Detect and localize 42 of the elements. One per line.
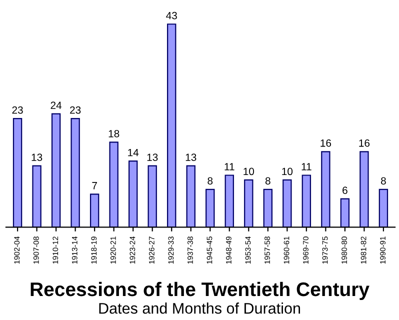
data-label: 18 (108, 130, 120, 138)
bar (186, 165, 196, 228)
data-label: 11 (302, 163, 312, 170)
data-label: 14 (128, 148, 139, 156)
bar (128, 160, 138, 228)
data-label: 8 (381, 177, 386, 185)
bar (12, 118, 22, 228)
bar (90, 194, 100, 228)
bar (378, 188, 388, 228)
bar (282, 179, 292, 228)
bar (167, 24, 176, 228)
data-label: 24 (50, 102, 62, 109)
bar (263, 188, 272, 228)
bar (32, 165, 42, 228)
data-label: 13 (32, 154, 42, 161)
data-label: 8 (265, 177, 270, 185)
bar (51, 113, 61, 228)
data-label: 16 (320, 139, 332, 147)
bar (321, 151, 330, 228)
bar (109, 142, 118, 228)
data-label: 23 (12, 106, 23, 114)
bar (360, 151, 369, 228)
bar (302, 174, 312, 228)
data-label: 13 (186, 154, 196, 161)
data-label: 13 (147, 154, 158, 161)
text: Dates and Months of Duration (99, 302, 300, 314)
data-label: 23 (70, 106, 81, 114)
data-label: 11 (224, 163, 234, 170)
data-label: 43 (166, 12, 177, 20)
bar (70, 118, 80, 228)
bar (244, 179, 254, 228)
bar (206, 188, 215, 228)
data-label: 8 (208, 177, 213, 185)
bar (224, 174, 234, 228)
bar (148, 165, 157, 228)
data-label: 16 (359, 139, 370, 147)
text: Recessions of the Twentieth Century (30, 282, 370, 300)
data-label: 10 (282, 168, 293, 176)
data-label: 7 (92, 182, 97, 190)
data-label: 6 (342, 186, 348, 194)
bar (340, 198, 350, 228)
data-label: 10 (244, 168, 254, 176)
